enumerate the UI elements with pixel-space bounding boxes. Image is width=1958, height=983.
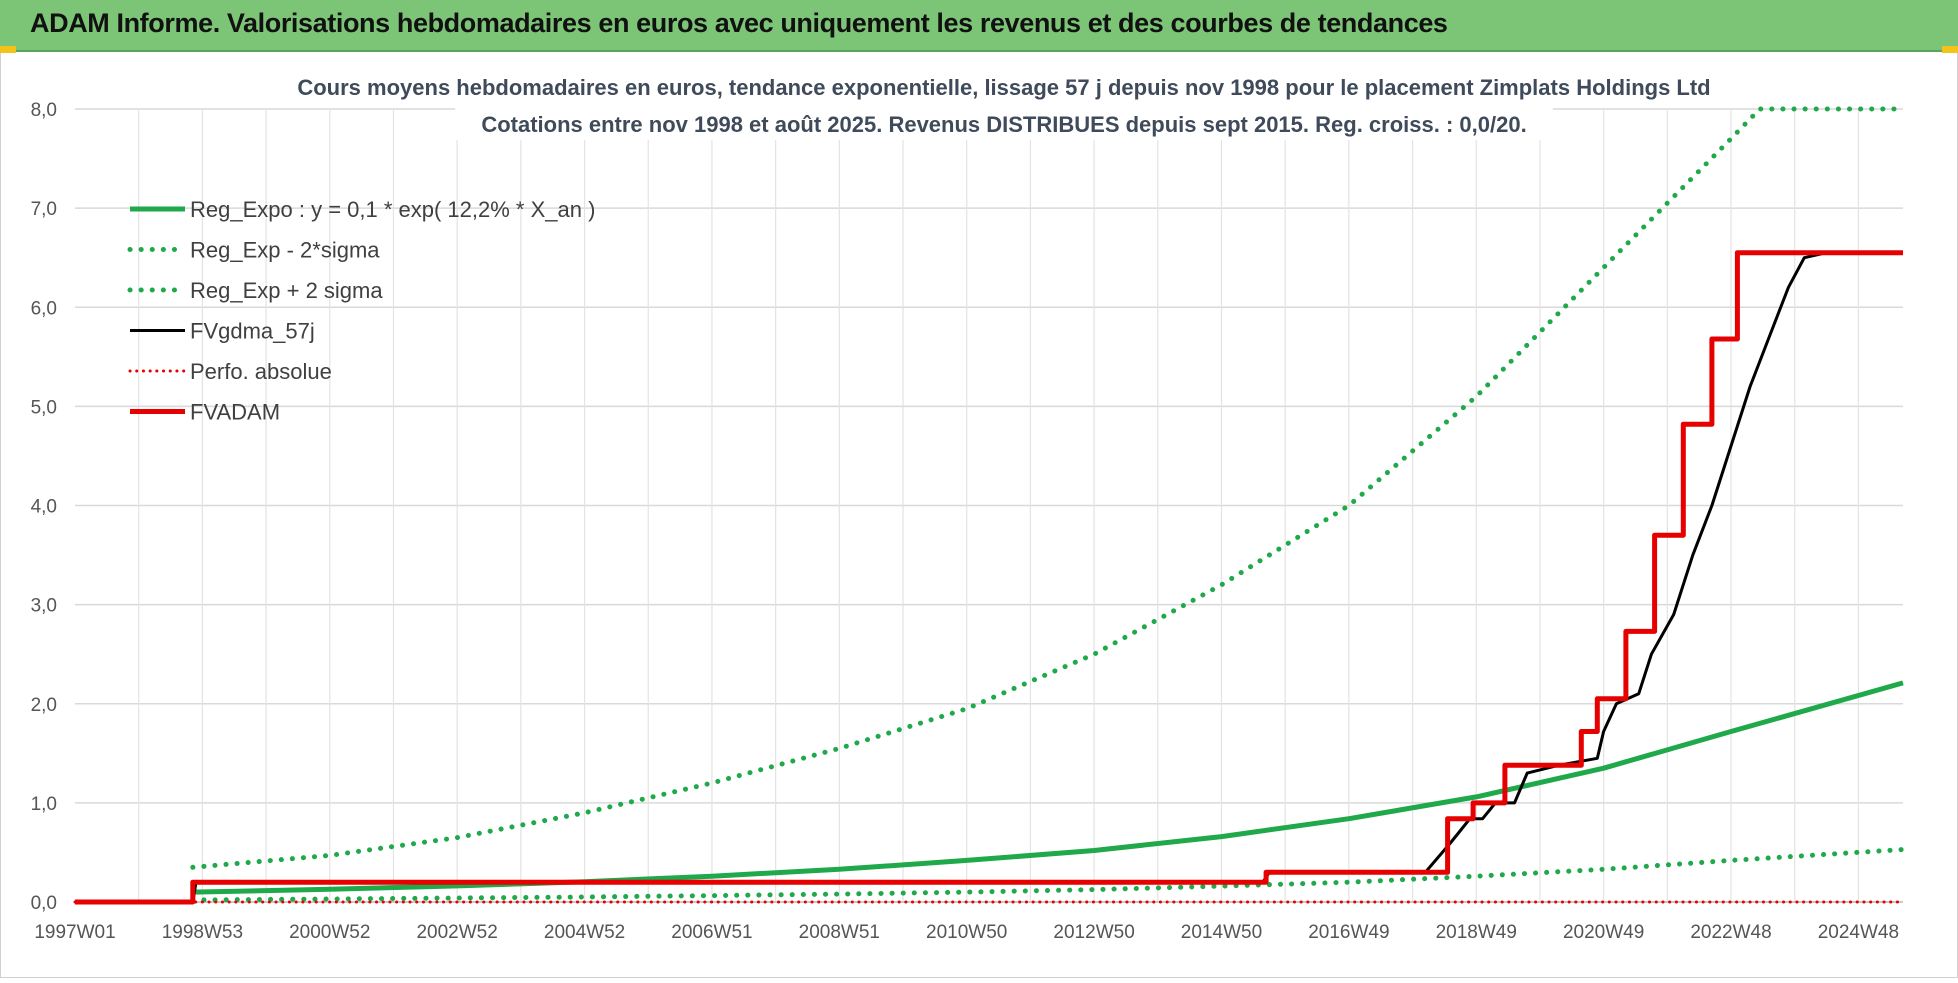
x-tick-label: 2000W52 — [289, 922, 370, 943]
x-axis-ticks: 1997W01 1998W53 2000W52 2002W52 2004W52 2006W… — [34, 922, 1899, 943]
line-chart: 0,0 1,0 2,0 3,0 4,0 5,0 6,0 7,0 8,0 1997W01 1998W… — [31, 71, 1906, 943]
chart-legend: Reg_Expo : y = 0,1 * exp( 12,2% * X_an )… — [127, 197, 595, 425]
legend-label: FVgdma_57j — [190, 319, 315, 344]
x-tick-label: 2018W49 — [1436, 922, 1517, 943]
x-tick-label: 2010W50 — [926, 922, 1007, 943]
y-tick-label: 8,0 — [31, 100, 57, 121]
y-tick-label: 7,0 — [31, 199, 57, 220]
legend-label: Reg_Exp - 2*sigma — [190, 238, 380, 263]
legend-label: Reg_Exp + 2 sigma — [190, 278, 383, 303]
title-background — [281, 71, 1727, 103]
series-line-0 — [192, 680, 1904, 895]
chart-area: 0,0 1,0 2,0 3,0 4,0 5,0 6,0 7,0 8,0 1997W01 1998W… — [0, 52, 1958, 978]
x-tick-label: 2020W49 — [1563, 922, 1644, 943]
series-line-3 — [75, 251, 1903, 904]
corner-marker-left — [0, 46, 16, 53]
x-tick-label: 2022W48 — [1690, 922, 1771, 943]
series-line-1 — [190, 847, 1906, 903]
chart-title-line-2: Cotations entre nov 1998 et août 2025. R… — [481, 112, 1526, 137]
chart-title-line-1: Cours moyens hebdomadaires en euros, ten… — [297, 75, 1710, 100]
x-tick-label: 1998W53 — [162, 922, 243, 943]
x-tick-label: 2016W49 — [1308, 922, 1389, 943]
corner-marker-right — [1942, 46, 1958, 53]
x-tick-label: 2024W48 — [1818, 922, 1899, 943]
series-layer — [73, 106, 1906, 905]
x-tick-label: 2008W51 — [799, 922, 880, 943]
title-background — [455, 108, 1553, 140]
series-line-2 — [190, 106, 1906, 870]
y-tick-label: 0,0 — [31, 893, 57, 914]
y-tick-label: 6,0 — [31, 298, 57, 319]
y-tick-label: 2,0 — [31, 695, 57, 716]
x-tick-label: 1997W01 — [34, 922, 115, 943]
report-title: ADAM Informe. Valorisations hebdomadaire… — [30, 8, 1448, 38]
y-tick-label: 3,0 — [31, 596, 57, 617]
legend-label: Reg_Expo : y = 0,1 * exp( 12,2% * X_an ) — [190, 197, 595, 222]
y-axis-ticks: 0,0 1,0 2,0 3,0 4,0 5,0 6,0 7,0 8,0 — [31, 100, 57, 914]
x-tick-label: 2004W52 — [544, 922, 625, 943]
x-tick-label: 2012W50 — [1053, 922, 1134, 943]
report-header: ADAM Informe. Valorisations hebdomadaire… — [0, 0, 1958, 52]
legend-label: FVADAM — [190, 400, 280, 425]
series-line-5 — [75, 250, 1903, 905]
x-tick-label: 2014W50 — [1181, 922, 1262, 943]
y-tick-label: 4,0 — [31, 497, 57, 518]
legend-label: Perfo. absolue — [190, 359, 332, 384]
x-tick-label: 2002W52 — [416, 922, 497, 943]
y-tick-label: 5,0 — [31, 397, 57, 418]
chart-titles: Cours moyens hebdomadaires en euros, ten… — [281, 71, 1727, 140]
gridlines — [75, 108, 1903, 903]
x-tick-label: 2006W51 — [671, 922, 752, 943]
y-tick-label: 1,0 — [31, 794, 57, 815]
